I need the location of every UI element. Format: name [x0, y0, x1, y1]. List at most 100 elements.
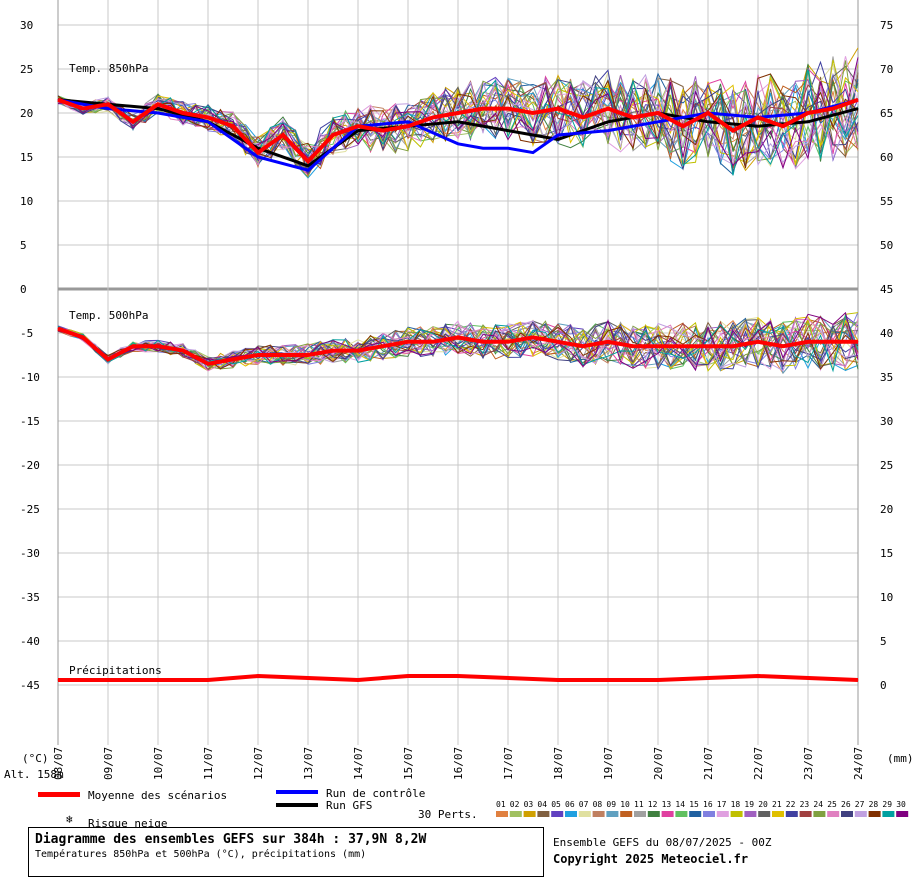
pert-number: 20 [758, 800, 768, 809]
pert-swatch [592, 811, 605, 817]
main-series-lines [57, 97, 859, 683]
x-tick-label: 22/07 [752, 747, 765, 780]
data-point [632, 345, 634, 347]
y2-tick-label: 0 [880, 679, 887, 692]
data-point [657, 345, 659, 347]
data-point [307, 354, 309, 356]
y2-tick-label: 35 [880, 371, 893, 384]
perturbation-line [57, 311, 859, 372]
x-tick-label: 20/07 [652, 747, 665, 780]
data-point [857, 341, 859, 343]
data-point [57, 679, 59, 681]
data-point [207, 121, 209, 123]
pert-number: 23 [800, 800, 810, 809]
title-box: Diagramme des ensembles GEFS sur 384h : … [28, 827, 544, 877]
x-tick-label: 15/07 [402, 747, 415, 780]
data-point [132, 121, 134, 123]
legend-label-gfs: Run GFS [326, 799, 372, 812]
data-point [682, 125, 684, 127]
copyright: Copyright 2025 Meteociel.fr [553, 852, 749, 866]
pert-number: 06 [565, 800, 575, 809]
y-tick-label: 5 [20, 239, 27, 252]
pert-swatch [730, 811, 743, 817]
data-point [557, 341, 559, 343]
data-point [157, 103, 159, 105]
x-tick-label: 21/07 [702, 747, 715, 780]
pert-number: 02 [510, 800, 520, 809]
legend-swatch-control [276, 790, 318, 794]
y-tick-label: -30 [20, 547, 40, 560]
data-point [257, 354, 259, 356]
x-tick-label: 09/07 [102, 747, 115, 780]
data-point [407, 121, 409, 123]
data-point [707, 112, 709, 114]
pert-number: 24 [813, 800, 823, 809]
data-point [357, 125, 359, 127]
y-tick-label: 15 [20, 151, 33, 164]
data-point [332, 134, 334, 136]
data-point [807, 341, 809, 343]
y2-tick-label: 5 [880, 635, 887, 648]
data-point [457, 675, 459, 677]
pert-swatch [882, 811, 895, 817]
y2-tick-label: 20 [880, 503, 893, 516]
pert-number: 01 [496, 800, 506, 809]
data-point [407, 125, 409, 127]
data-point [557, 679, 559, 681]
pert-swatch [620, 811, 633, 817]
data-point [782, 125, 784, 127]
data-point [607, 341, 609, 343]
pert-swatch [634, 811, 646, 817]
data-point [707, 345, 709, 347]
pert-number: 27 [855, 800, 865, 809]
pert-swatch [509, 811, 522, 817]
data-point [82, 108, 84, 110]
data-point [857, 679, 859, 681]
data-point [807, 121, 809, 123]
left-unit: (°C) [22, 752, 49, 765]
data-point [407, 341, 409, 343]
data-point [757, 125, 759, 127]
legend-label-perts: 30 Perts. [418, 808, 478, 821]
pert-number: 26 [841, 800, 851, 809]
y-tick-label: 10 [20, 195, 33, 208]
y2-tick-label: 40 [880, 327, 893, 340]
data-point [707, 121, 709, 123]
data-point [507, 147, 509, 149]
pert-number: 16 [703, 800, 713, 809]
chart-title: Diagramme des ensembles GEFS sur 384h : … [35, 832, 427, 847]
data-point [732, 130, 734, 132]
data-point [782, 345, 784, 347]
pert-swatch [785, 811, 798, 817]
legend-swatch-gfs [276, 803, 318, 807]
data-point [557, 134, 559, 136]
y2-tick-label: 65 [880, 107, 893, 120]
chart-grid [57, 0, 859, 745]
pert-swatch [813, 811, 826, 817]
y2-tick-label: 55 [880, 195, 893, 208]
x-tick-label: 10/07 [152, 747, 165, 780]
data-point [582, 345, 584, 347]
data-point [432, 116, 434, 118]
y-tick-label: -35 [20, 591, 40, 604]
x-tick-label: 24/07 [852, 747, 865, 780]
data-point [57, 328, 59, 330]
perturbation-line [57, 56, 859, 167]
y2-tick-label: 50 [880, 239, 893, 252]
perturbation-line [57, 74, 859, 175]
data-point [257, 152, 259, 154]
y2-tick-label: 10 [880, 591, 893, 604]
data-point [557, 108, 559, 110]
pert-swatch [841, 811, 853, 817]
pert-swatch [772, 811, 784, 817]
y-tick-label: -45 [20, 679, 40, 692]
data-point [532, 336, 534, 338]
data-point [107, 108, 109, 110]
data-point [307, 169, 309, 171]
pert-number: 03 [524, 800, 534, 809]
data-point [82, 336, 84, 338]
pert-number: 07 [579, 800, 589, 809]
data-point [557, 138, 559, 140]
data-point [657, 112, 659, 114]
